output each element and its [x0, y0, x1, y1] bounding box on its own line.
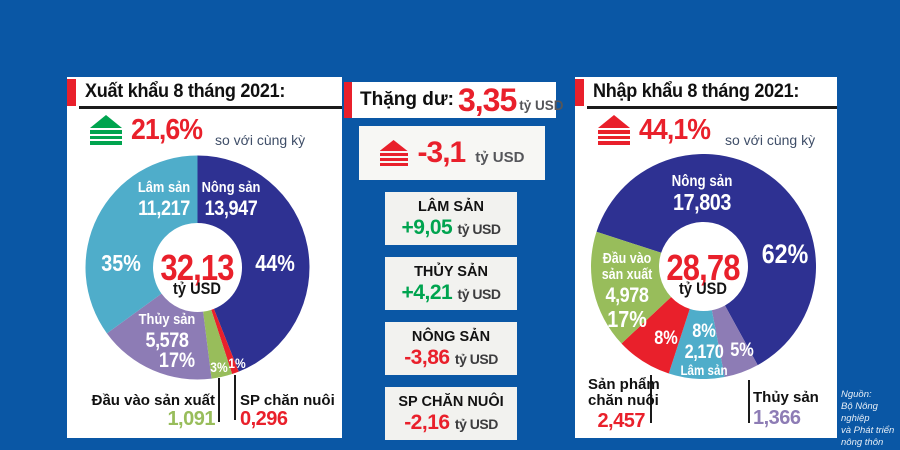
balance-change-value: -3,1: [417, 136, 467, 169]
slice-label-nong-san: Nông sản 17,803: [671, 173, 733, 216]
slice-label-nong-san: Nông sản 13,947: [201, 179, 261, 220]
export-growth-pct: 21,6%: [131, 114, 203, 146]
callout-line: [218, 378, 220, 422]
callout-line: [650, 375, 652, 423]
arrow-head: [90, 115, 122, 128]
source-note: Nguồn: Bộ Nông nghiệp và Phát triển nông…: [841, 389, 895, 448]
surplus-unit: tỷ USD: [519, 97, 564, 113]
slice-pct-thuy-san: 17%: [158, 349, 196, 372]
callout-chan-nuoi-value: 2,457: [597, 410, 645, 432]
title-underline: [587, 106, 837, 109]
balance-change-unit: tỷ USD: [475, 148, 525, 166]
arrow-head: [598, 115, 630, 128]
balance-card-chan-nuoi: SP CHĂN NUÔI -2,16 tỷ USD: [385, 387, 517, 440]
callout-line: [748, 380, 750, 423]
surplus-header: Thặng dư: 3,35 tỷ USD: [344, 82, 564, 118]
balance-change-box: -3,1 tỷ USD: [359, 126, 545, 180]
balance-card-lam-san: LÂM SẢN +9,05 tỷ USD: [385, 192, 517, 245]
donut-slice: [85, 155, 198, 334]
arrow-stripe: [90, 141, 122, 145]
export-total-unit: tỷ USD: [173, 279, 221, 298]
callout-chan-nuoi-name: Sản phẩm chăn nuôi: [588, 376, 660, 410]
slice-label-lam-san: 8% 2,170 Lâm sản: [680, 321, 728, 378]
arrow-stripe: [90, 135, 122, 139]
title-underline: [79, 106, 342, 109]
slice-pct-chan-nuoi: 1%: [228, 355, 246, 371]
donut-slice: [596, 154, 816, 366]
balance-card-thuy-san: THỦY SẢN +4,21 tỷ USD: [385, 257, 517, 310]
export-panel: Xuất khẩu 8 tháng 2021: 21,6% so với cùn…: [67, 77, 342, 438]
arrow-stripe: [598, 130, 630, 134]
donut-slice: [197, 155, 310, 372]
arrow-stripe: [598, 141, 630, 145]
donut-slice: [591, 231, 672, 344]
callout-dau-vao-value: 1,091: [167, 408, 215, 430]
import-total-value: 28,78: [666, 247, 740, 288]
slice-label-thuy-san: Thủy sản 5,578: [138, 311, 196, 352]
surplus-value: 3,35: [457, 82, 517, 118]
donut-slice: [621, 296, 690, 374]
import-total-unit: tỷ USD: [679, 279, 727, 298]
import-growth-note: so với cùng kỳ: [725, 132, 816, 148]
export-donut-chart: [85, 155, 310, 380]
export-total-value: 32,13: [160, 247, 234, 288]
callout-chan-nuoi-value: 0,296: [240, 408, 288, 430]
donut-slice: [711, 305, 758, 378]
slice-pct-nong-san: 62%: [761, 239, 809, 269]
export-panel-title: Xuất khẩu 8 tháng 2021:: [85, 81, 286, 102]
title-accent-bar: [575, 79, 584, 106]
slice-pct-lam-san: 35%: [101, 250, 141, 276]
surplus-label: Thặng dư:: [360, 89, 454, 110]
arrow-stripe: [598, 135, 630, 139]
donut-slice: [106, 293, 212, 380]
arrow-stripe: [379, 153, 408, 156]
import-growth-pct: 44,1%: [639, 114, 711, 146]
balance-card-nong-san: NÔNG SẢN -3,86 tỷ USD: [385, 322, 517, 375]
donut-slice: [668, 308, 725, 379]
slice-label-dau-vao: Đầu vào sản xuất 4,978 17%: [601, 251, 653, 332]
arrow-stripe: [379, 163, 408, 166]
slice-pct-dau-vao: 3%: [210, 359, 228, 375]
arrow-stripe: [379, 158, 408, 161]
callout-thuy-san-value: 1,366: [753, 407, 801, 429]
title-accent-bar: [67, 79, 76, 106]
up-arrow-icon: [379, 140, 408, 166]
arrow-stripe: [90, 130, 122, 134]
up-arrow-icon: [90, 115, 122, 145]
export-growth-note: so với cùng kỳ: [215, 132, 306, 148]
donut-slice: [211, 308, 239, 375]
callout-thuy-san-name: Thủy sản: [753, 389, 819, 406]
donut-slice: [203, 309, 233, 379]
slice-pct-nong-san: 44%: [255, 250, 295, 276]
callout-line: [234, 375, 236, 420]
slice-label-lam-san: Lâm sản 11,217: [137, 179, 191, 220]
callout-dau-vao-name: Đầu vào sản xuất: [91, 392, 215, 409]
title-accent-bar: [344, 82, 352, 118]
import-donut-chart: [591, 154, 816, 379]
slice-pct-chan-nuoi: 8%: [654, 328, 678, 349]
up-arrow-icon: [598, 115, 630, 145]
slice-pct-thuy-san: 5%: [730, 340, 754, 361]
arrow-head: [379, 140, 408, 151]
import-panel: Nhập khẩu 8 tháng 2021: 44,1% so với cùn…: [575, 77, 837, 438]
callout-chan-nuoi-name: SP chăn nuôi: [240, 392, 335, 409]
import-panel-title: Nhập khẩu 8 tháng 2021:: [593, 81, 800, 102]
